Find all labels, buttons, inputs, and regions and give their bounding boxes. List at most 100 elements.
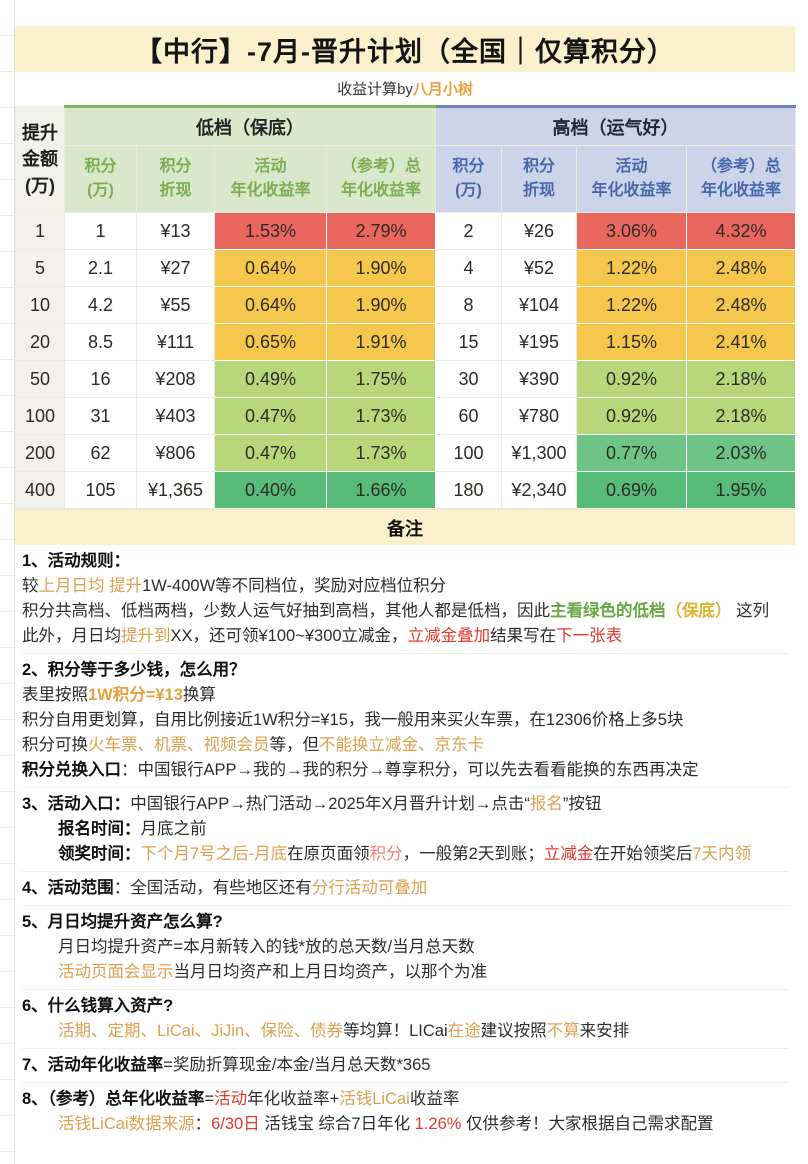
cell-low-total-rate: 2.79% <box>326 212 436 250</box>
note-section: 7、活动年化收益率=奖励折算现金/本金/当月总天数*365 <box>22 1048 789 1082</box>
column-header: 活动 年化收益率 <box>214 145 327 213</box>
note-segment: 不能换立减金、京东卡 <box>319 736 484 754</box>
note-segment: 表里按照 <box>22 686 88 704</box>
cell-high-total-rate: 2.41% <box>686 323 796 361</box>
note-segment: 不算 <box>546 1022 580 1040</box>
cell-high-cash: ¥1,300 <box>501 434 577 472</box>
cell-high-activity-rate: 1.22% <box>576 249 687 287</box>
table-row: 10 4.2 ¥55 0.64% 1.90% 8 ¥104 1.22% 2.48% <box>15 286 796 324</box>
cell-high-activity-rate: 1.15% <box>576 323 687 361</box>
note-segment: 4、活动范围 <box>22 879 114 897</box>
cell-low-points: 8.5 <box>64 323 137 361</box>
note-line: 4、活动范围：全国活动，有些地区还有分行活动可叠加 <box>22 876 789 901</box>
column-header: （参考）总 年化收益率 <box>686 145 796 213</box>
note-segment: 积分共高档、低档两档，少数人运气好抽到高档，其他人都是低档，因此 <box>22 602 550 620</box>
table-row: 20 8.5 ¥111 0.65% 1.91% 15 ¥195 1.15% 2.41% <box>15 323 796 361</box>
cell-high-points: 2 <box>435 212 502 250</box>
note-segment: 月底之前 <box>140 820 207 838</box>
note-segment: = <box>204 1090 215 1108</box>
note-line: 8、（参考）总年化收益率=活动年化收益率+活钱LiCai收益率 <box>22 1087 789 1112</box>
note-segment: 火车票、机票、视频会员 <box>88 736 270 754</box>
column-header: 活动 年化收益率 <box>576 145 687 213</box>
cell-low-cash: ¥27 <box>136 249 215 287</box>
note-segment: 活钱LiCai <box>339 1090 410 1108</box>
subtitle: 收益计算by 八月小树 <box>15 72 795 105</box>
cell-low-cash: ¥806 <box>136 434 215 472</box>
cell-low-total-rate: 1.66% <box>326 471 436 509</box>
cell-high-total-rate: 2.18% <box>686 397 796 435</box>
column-header: 积分 折现 <box>136 145 215 213</box>
cell-low-points: 16 <box>64 360 137 398</box>
note-segment: 1W-400W等不同档位，奖励对应档位积分 <box>142 577 447 595</box>
note-segment: 积分兑换入口 <box>22 761 121 779</box>
cell-high-cash: ¥52 <box>501 249 577 287</box>
note-segment: 这列 <box>731 602 770 620</box>
note-section: 5、月日均提升资产怎么算? 月日均提升资产=本月新转入的钱*放的总天数/当月总天数… <box>22 905 789 989</box>
note-segment: 8、（参考）总年化收益率 <box>22 1090 205 1108</box>
cell-high-total-rate: 2.48% <box>686 249 796 287</box>
cell-amount: 200 <box>15 434 65 472</box>
note-line: 月日均提升资产=本月新转入的钱*放的总天数/当月总天数 <box>22 935 789 960</box>
cell-high-activity-rate: 0.77% <box>576 434 687 472</box>
note-segment: 3、活动入口： <box>22 795 131 813</box>
note-segment: 分行活动可叠加 <box>311 879 428 897</box>
table-row: 400 105 ¥1,365 0.40% 1.66% 180 ¥2,340 0.69% 1.95… <box>15 471 796 509</box>
note-line: 报名时间：月底之前 <box>22 817 789 842</box>
note-section: 8、（参考）总年化收益率=活动年化收益率+活钱LiCai收益率 活钱LiCai数据… <box>22 1082 789 1141</box>
cell-amount: 400 <box>15 471 65 509</box>
note-line: 活钱LiCai数据来源：6/30日 活钱宝 综合7日年化 1.26% 仅供参考！… <box>22 1112 789 1137</box>
note-section: 2、积分等于多少钱，怎么用？ 表里按照1W积分=¥13换算 积分自用更划算，自用比例… <box>22 653 789 787</box>
cell-high-activity-rate: 0.69% <box>576 471 687 509</box>
note-segment: 换算 <box>182 686 216 704</box>
cell-amount: 50 <box>15 360 65 398</box>
note-line: 1、活动规则： <box>22 549 789 574</box>
column-header: 积分 (万) <box>64 145 137 213</box>
note-segment: 等均算！LICai <box>343 1022 448 1040</box>
column-header: 积分 折现 <box>501 145 577 213</box>
column-header: （参考）总 年化收益率 <box>326 145 436 213</box>
note-segment: 2、积分等于多少钱，怎么用？ <box>22 661 246 679</box>
cell-low-activity-rate: 0.47% <box>214 434 327 472</box>
cell-high-total-rate: 4.32% <box>686 212 796 250</box>
note-segment: 立减金叠加 <box>407 627 491 645</box>
column-header-row: 积分 (万) 积分 折现 活动 年化收益率 （参考）总 年化收益率 积分 (万) 积分 折现 活动 年化收… <box>16 145 796 213</box>
cell-low-activity-rate: 1.53% <box>214 212 327 250</box>
cell-low-points: 31 <box>64 397 137 435</box>
note-line: 领奖时间：下个月7号之后-月底在原页面领积分，一般第2天到账；立减金在开始领奖后… <box>22 842 789 867</box>
note-segment: （保底） <box>665 602 732 620</box>
cell-low-total-rate: 1.90% <box>326 286 436 324</box>
note-segment: 活动 <box>214 1090 248 1108</box>
note-segment: 当月日均资产和上月日均资产，以那个为准 <box>173 963 488 981</box>
note-section: 6、什么钱算入资产? 活期、定期、LiCai、JiJin、保险、债券等均算！LIC… <box>22 989 789 1048</box>
note-segment: 活期、定期、LiCai、JiJin、保险、债券 <box>58 1022 344 1040</box>
note-segment: 7、活动年化收益率 <box>22 1056 164 1074</box>
note-segment: 领奖时间： <box>58 845 141 863</box>
cell-low-total-rate: 1.75% <box>326 360 436 398</box>
cell-high-cash: ¥2,340 <box>501 471 577 509</box>
note-segment: 报名时间： <box>58 820 141 838</box>
cell-high-total-rate: 2.18% <box>686 360 796 398</box>
note-segment: 来安排 <box>579 1022 630 1040</box>
cell-low-total-rate: 1.73% <box>326 434 436 472</box>
cell-low-activity-rate: 0.40% <box>214 471 327 509</box>
note-line: 积分兑换入口：中国银行APP→我的→我的积分→尊享积分，可以先去看看能换的东西再… <box>22 758 789 783</box>
note-line: 积分可换火车票、机票、视频会员等，但不能换立减金、京东卡 <box>22 733 789 758</box>
note-segment: 较 <box>22 577 39 595</box>
cell-high-cash: ¥390 <box>501 360 577 398</box>
cell-high-points: 30 <box>435 360 502 398</box>
points-table: 提升 金额 (万) 低档（保底） 高档（运气好） 积分 (万) 积分 折现 活动 年化收益率（… <box>15 105 796 509</box>
note-segment: 结果写在 <box>490 627 557 645</box>
note-line: 活期、定期、LiCai、JiJin、保险、债券等均算！LICai在途建议按照不算… <box>22 1019 789 1044</box>
note-segment: 等，但 <box>269 736 320 754</box>
cell-low-points: 62 <box>64 434 137 472</box>
note-segment: 活钱宝 综合7日年化 <box>259 1115 415 1133</box>
cell-amount: 10 <box>15 286 65 324</box>
cell-high-activity-rate: 1.22% <box>576 286 687 324</box>
note-segment: 1、活动规则： <box>22 552 131 570</box>
note-line: 积分自用更划算，自用比例接近1W积分=¥15，我一般用来买火车票，在12306价… <box>22 708 789 733</box>
note-line: 6、什么钱算入资产? <box>22 994 789 1019</box>
cell-low-cash: ¥1,365 <box>136 471 215 509</box>
cell-low-cash: ¥208 <box>136 360 215 398</box>
note-segment: ：全国活动，有些地区还有 <box>113 879 312 897</box>
note-line: 3、活动入口：中国银行APP→热门活动→2025年X月晋升计划→点击“报名”按钮 <box>22 792 789 817</box>
